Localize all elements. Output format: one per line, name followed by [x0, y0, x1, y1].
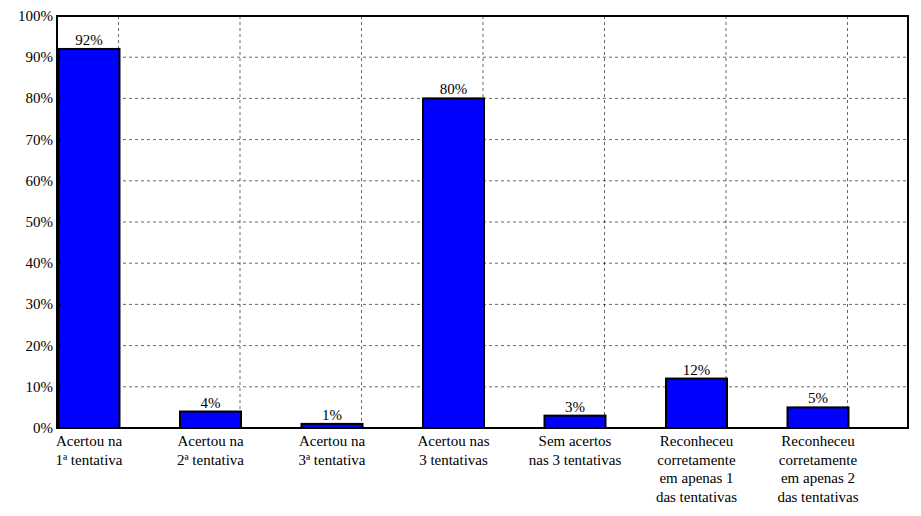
bar — [180, 412, 241, 428]
x-axis: Acertou na1ª tentativa Acertou na2ª tenta… — [55, 433, 858, 505]
x-tick-label: Sem acertosnas 3 tentativas — [529, 433, 622, 468]
y-tick — [57, 139, 61, 140]
bar — [788, 407, 849, 428]
x-tick-label: Reconheceucorretamenteem apenas 2das ten… — [777, 433, 858, 505]
data-label: 80% — [440, 81, 468, 97]
y-tick-label: 60% — [26, 173, 54, 189]
grid-line-x — [240, 16, 241, 428]
bar — [545, 416, 606, 428]
x-tick-label: Acertou na1ª tentativa — [55, 433, 122, 468]
x-tick-label: Acertou na3ª tentativa — [298, 433, 365, 468]
y-axis: 0% 10% 20% 30% 40% 50% 60% 70% 80% 90% 100% — [18, 8, 61, 436]
x-tick-label: Acertou na2ª tentativa — [177, 433, 244, 468]
x-tick-label: Reconheceucorretamenteem apenas 1das ten… — [656, 433, 737, 505]
y-tick — [57, 222, 61, 223]
y-tick-label: 50% — [26, 214, 54, 230]
x-tick-label: Acertou nas3 tentativas — [417, 433, 489, 468]
grid-line-y — [57, 57, 908, 58]
y-tick-label: 0% — [33, 420, 53, 436]
data-label: 1% — [322, 407, 342, 423]
data-label: 12% — [683, 362, 711, 378]
y-tick — [57, 345, 61, 346]
y-tick-label: 30% — [26, 296, 54, 312]
plot-frame — [57, 16, 908, 428]
y-tick-label: 10% — [26, 379, 54, 395]
y-tick-label: 90% — [26, 49, 54, 65]
y-tick-label: 70% — [26, 132, 54, 148]
data-labels: 92% 4% 1% 80% 3% 12% 5% — [75, 32, 828, 423]
grid-line-x — [726, 16, 727, 428]
bar — [423, 98, 484, 428]
y-tick-label: 20% — [26, 338, 54, 354]
data-label: 5% — [808, 390, 828, 406]
y-tick — [57, 57, 61, 58]
grid-line-x — [847, 16, 848, 428]
y-tick-label: 100% — [18, 8, 53, 24]
grid-line-x — [604, 16, 605, 428]
y-tick — [57, 98, 61, 99]
bar — [666, 379, 727, 428]
y-tick — [57, 304, 61, 305]
chart-svg: 0% 10% 20% 30% 40% 50% 60% 70% 80% 90% 100% Acertou… — [0, 0, 921, 516]
y-tick — [57, 428, 61, 429]
chart-container: 0% 10% 20% 30% 40% 50% 60% 70% 80% 90% 100% Acertou… — [0, 0, 921, 516]
grid — [57, 16, 908, 428]
y-tick — [57, 263, 61, 264]
bar — [59, 49, 120, 428]
data-label: 4% — [201, 395, 221, 411]
y-tick-label: 40% — [26, 255, 54, 271]
y-tick-label: 80% — [26, 90, 54, 106]
data-label: 3% — [565, 399, 585, 415]
y-tick — [57, 180, 61, 181]
bars — [59, 49, 849, 428]
y-tick — [57, 16, 61, 17]
y-tick — [57, 386, 61, 387]
data-label: 92% — [75, 32, 103, 48]
grid-line-x — [361, 16, 362, 428]
